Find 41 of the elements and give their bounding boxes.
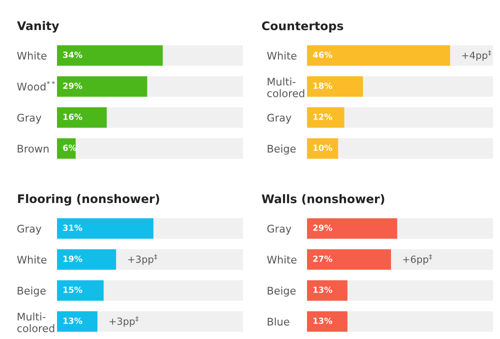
data-label: 27% <box>313 256 332 262</box>
data-label: 29% <box>63 82 82 89</box>
annotation: +3pp$^{‡}$ <box>110 316 139 327</box>
data-label: 13% <box>313 318 332 324</box>
y-tick-label: Gray <box>267 114 292 124</box>
y-tick-label: Multi- colored <box>267 78 304 98</box>
y-tick-label: Gray <box>267 224 292 235</box>
y-tick-label: White <box>267 256 296 264</box>
y-tick-label: Gray <box>17 224 42 235</box>
data-label: 18% <box>313 82 332 89</box>
y-tick-label: Blue <box>268 318 290 326</box>
data-label: 12% <box>313 114 332 120</box>
annotation: +3pp$^{‡}$ <box>128 254 158 265</box>
data-label: 29% <box>313 224 332 231</box>
data-label: 13% <box>63 318 82 324</box>
chart-title: Walls (nonshower) <box>262 194 384 205</box>
y-tick-label: Wood$^{**}$ <box>17 80 55 91</box>
annotation: +4pp$^{‡}$ <box>462 50 492 61</box>
y-tick-label: Gray <box>17 114 42 124</box>
data-label: 13% <box>313 286 332 293</box>
chart-title: Vanity <box>17 21 60 33</box>
y-tick-label: Multi- colored <box>17 312 54 332</box>
data-label: 46% <box>312 52 332 58</box>
data-label: 31% <box>63 224 82 231</box>
y-tick-label: Beige <box>18 286 46 297</box>
chart-title: Flooring (nonshower) <box>18 194 160 206</box>
bar <box>307 107 344 128</box>
y-tick-label: Beige <box>268 144 296 155</box>
annotation: +6pp$^{‡}$ <box>403 254 432 265</box>
data-label: 34% <box>63 52 82 58</box>
y-tick-label: White <box>17 256 46 264</box>
y-tick-label: White <box>17 52 46 60</box>
bar <box>57 311 98 332</box>
data-label: 10% <box>313 144 332 151</box>
data-label: 15% <box>63 286 82 293</box>
chart-title: Countertops <box>262 21 344 33</box>
y-tick-label: Beige <box>268 286 296 297</box>
data-label: 16% <box>63 114 82 120</box>
y-tick-label: Brown <box>18 144 49 153</box>
data-label: 19% <box>63 256 82 262</box>
y-tick-label: White <box>267 52 296 60</box>
